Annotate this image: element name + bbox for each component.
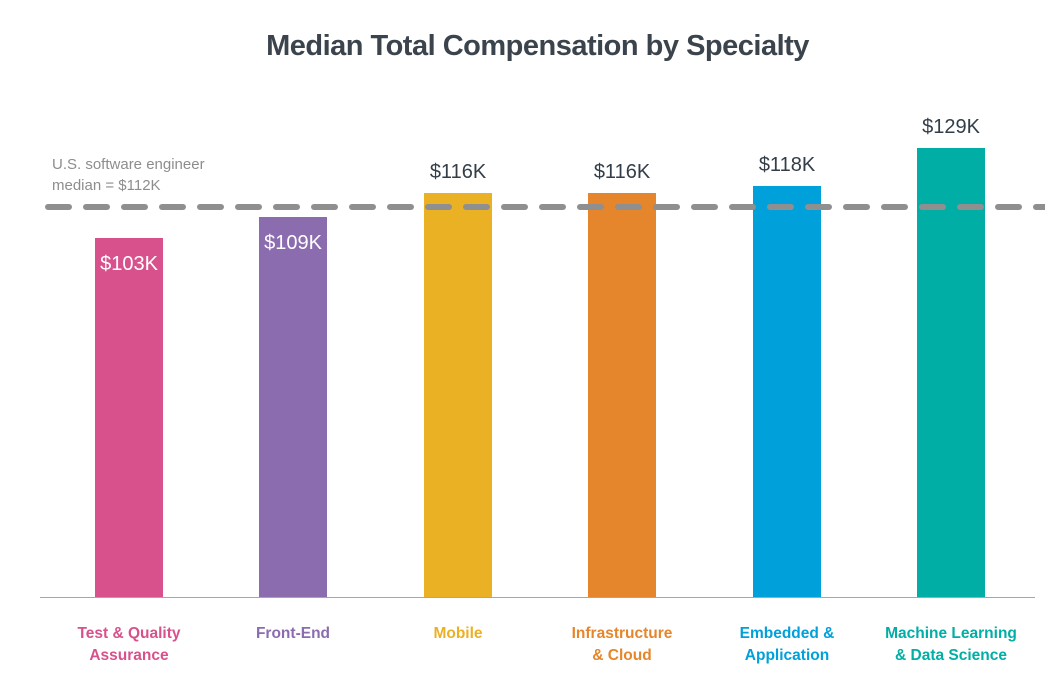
median-reference-note-line1: U.S. software engineer: [52, 156, 205, 173]
bar-machine-learning-and-data-science: [917, 148, 985, 597]
category-label-line: Front-End: [255, 625, 331, 642]
category-label-embedded-and-application: Embedded & Application: [697, 623, 877, 667]
category-label-line: Machine Learning: [885, 625, 1017, 642]
value-label-embedded-and-application: $118K: [758, 154, 816, 176]
category-label-line: Embedded &: [739, 625, 835, 642]
value-label-machine-learning-and-data-science: $129K: [922, 116, 980, 138]
value-label-mobile: $116K: [429, 161, 487, 183]
category-label-line: Application: [744, 647, 830, 664]
median-reference-note: U.S. software engineer median = $112K: [52, 154, 205, 196]
bar-front-end: [259, 217, 327, 597]
category-label-infrastructure-and-cloud: Infrastructure & Cloud: [532, 623, 712, 667]
bar-test-and-quality-assurance: [95, 238, 163, 597]
value-label-front-end: $109K: [264, 232, 322, 254]
category-label-line: Infrastructure: [571, 625, 673, 642]
category-label-machine-learning-and-data-science: Machine Learning & Data Science: [861, 623, 1041, 667]
bar-mobile: [424, 193, 492, 597]
bar-infrastructure-and-cloud: [588, 193, 656, 597]
category-label-mobile: Mobile: [368, 623, 548, 645]
category-label-line: Mobile: [433, 625, 483, 642]
category-label-line: & Cloud: [592, 647, 652, 664]
category-label-line: & Data Science: [895, 647, 1007, 664]
category-label-test-and-quality-assurance: Test & Quality Assurance: [39, 623, 219, 667]
category-label-line: Assurance: [89, 647, 169, 664]
median-reference-note-line2: median = $112K: [52, 177, 161, 194]
bar-embedded-and-application: [753, 186, 821, 597]
x-axis-line: [40, 597, 1035, 598]
value-label-infrastructure-and-cloud: $116K: [593, 161, 651, 183]
value-label-test-and-quality-assurance: $103K: [100, 253, 158, 275]
chart-title: Median Total Compensation by Specialty: [266, 30, 809, 62]
category-label-line: Test & Quality: [77, 625, 181, 642]
category-label-front-end: Front-End: [203, 623, 383, 645]
